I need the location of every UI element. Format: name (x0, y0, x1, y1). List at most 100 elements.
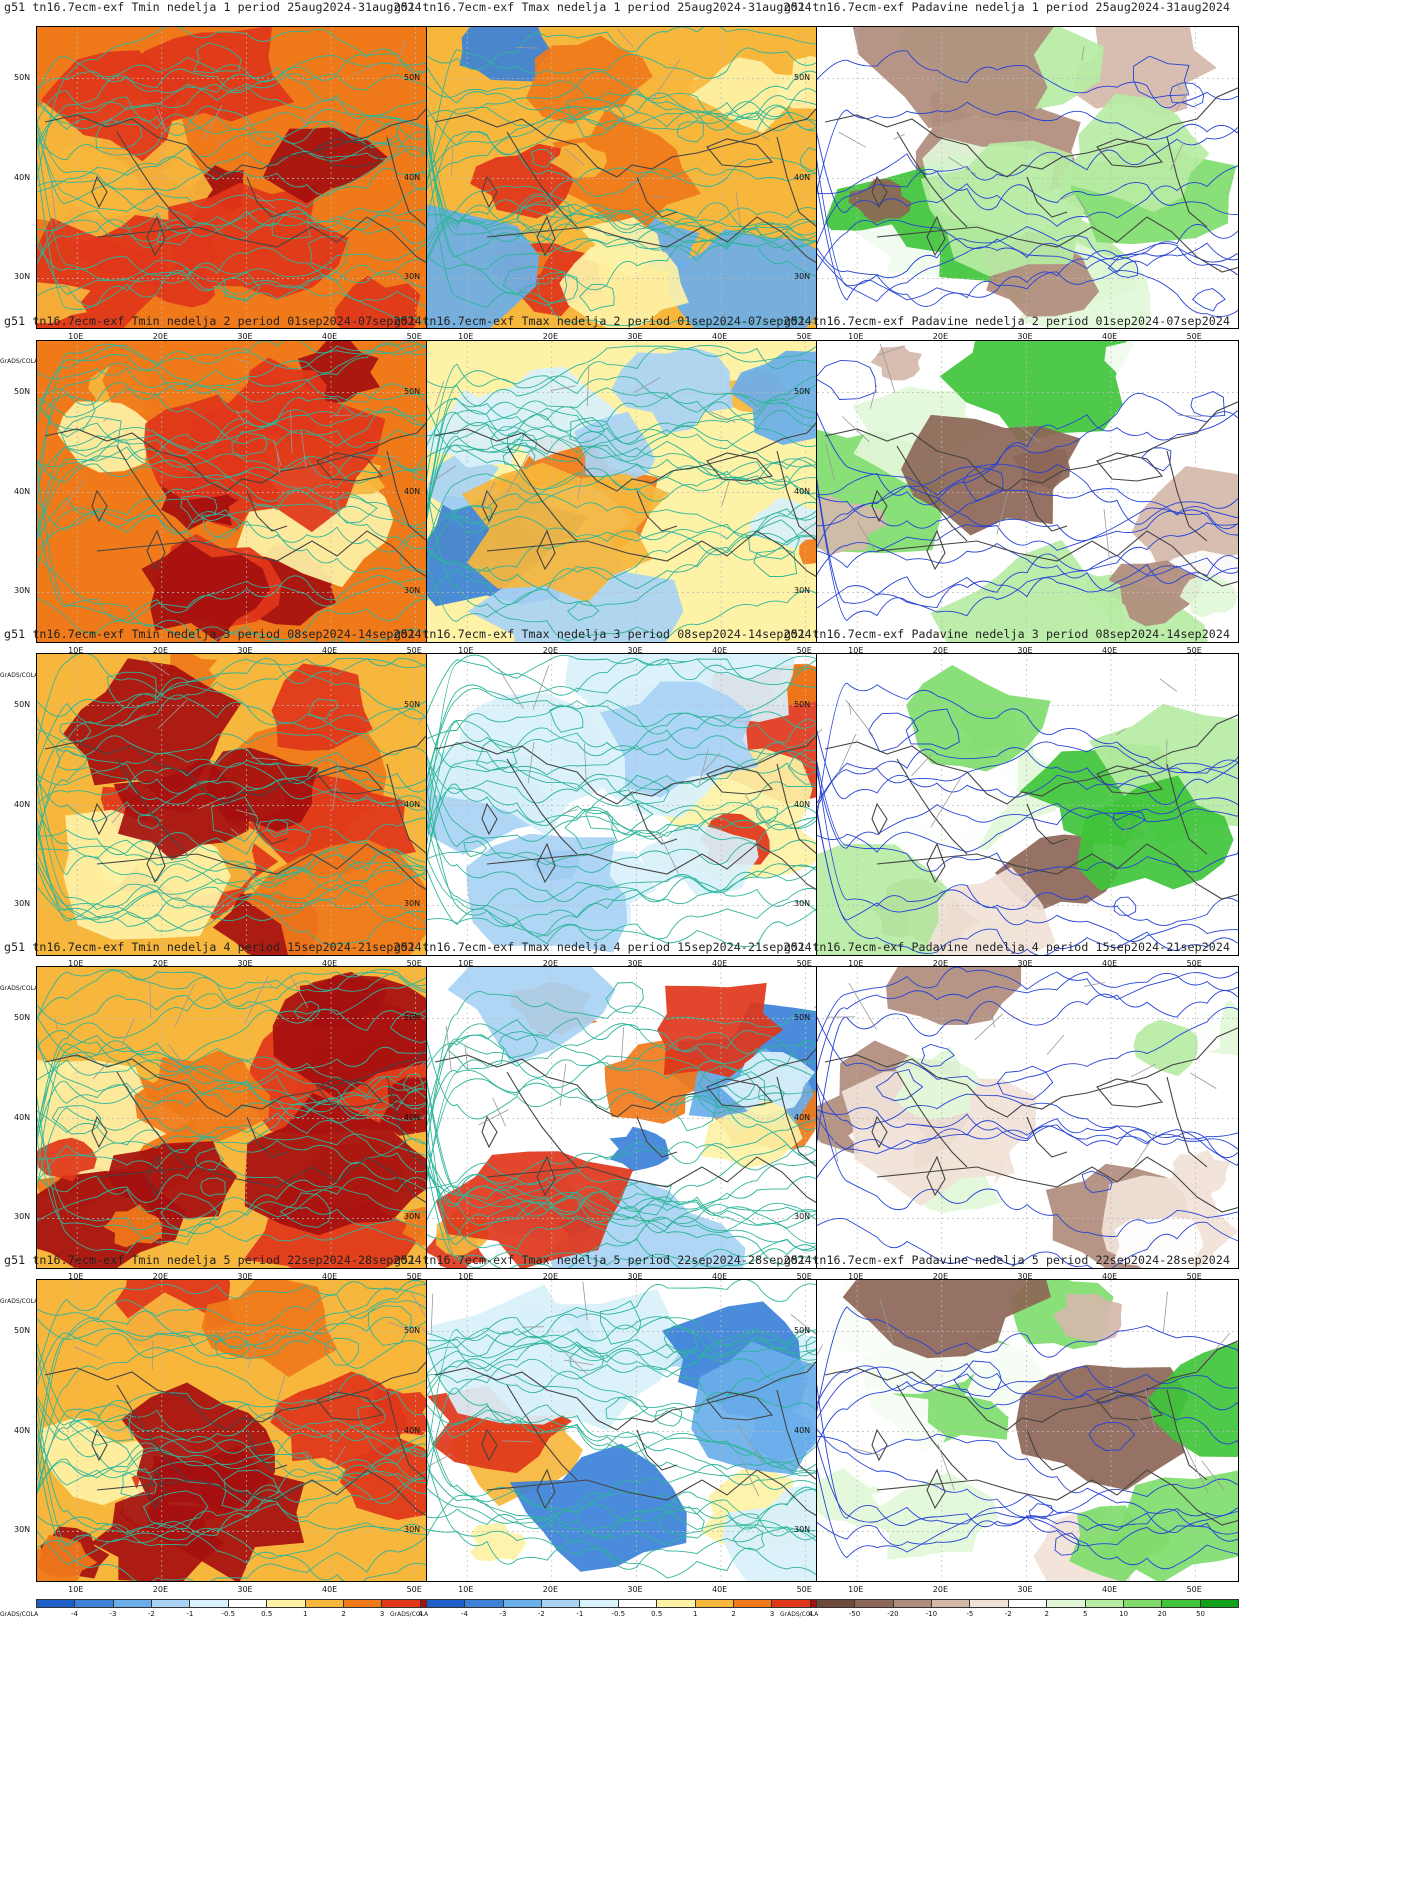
closed-contour (1133, 55, 1190, 99)
anomaly-area (427, 204, 540, 328)
precip-contour (817, 797, 1238, 853)
temperature-contour (37, 1115, 458, 1239)
temperature-contour (427, 1409, 848, 1473)
temperature-contour (427, 1358, 848, 1414)
closed-contour (156, 218, 192, 246)
temperature-contour (37, 393, 458, 460)
panel-title: g51 tn16.7ecm-exf Tmax nedelja 3 period … (394, 627, 812, 641)
coastline (246, 1429, 288, 1471)
longitude-label: 20E (932, 959, 949, 968)
coastline (876, 1156, 1238, 1213)
country-border (353, 63, 378, 76)
temperature-contour (37, 818, 458, 946)
temperature-contour (37, 1015, 458, 1096)
coastline (636, 176, 678, 218)
temperature-contour (427, 805, 848, 866)
country-border (1165, 739, 1168, 772)
coastline (96, 843, 458, 900)
country-border (996, 491, 1009, 535)
precip-contour (817, 226, 1238, 279)
country-border (550, 385, 576, 392)
temperature-contour (37, 784, 458, 932)
closed-contour (447, 1034, 505, 1070)
coastline (116, 758, 188, 855)
closed-contour (502, 442, 536, 470)
precip-contour (817, 1218, 1238, 1268)
panel-title: g51 tn16.7ecm-exf Padavine nedelja 3 per… (784, 627, 1231, 641)
colorbar-tick-label: 2 (731, 1610, 736, 1618)
coastline (316, 452, 384, 482)
latitude-label: 30N (404, 272, 421, 282)
country-border (498, 667, 524, 710)
coastline (116, 1384, 188, 1481)
longitude-label: 30E (237, 646, 253, 655)
closed-contour (44, 393, 96, 431)
temperature-contour (37, 1402, 458, 1536)
temperature-contour (427, 711, 848, 846)
latitude-label: 30N (14, 272, 31, 282)
anomaly-area (748, 1402, 813, 1457)
coastline (481, 489, 498, 523)
closed-contour (490, 426, 526, 454)
coastline (386, 136, 428, 228)
coastline (824, 1027, 1238, 1118)
closed-contour (817, 359, 877, 400)
coastline (434, 1027, 848, 1118)
colorbar-tick-label: 3 (379, 1610, 385, 1618)
closed-contour (1190, 391, 1226, 417)
longitude-label: 40E (321, 959, 338, 968)
latitude-label: 40N (404, 486, 421, 496)
temperature-contour (427, 146, 848, 326)
closed-contour (59, 721, 92, 744)
latitude-label: 50N (404, 1325, 421, 1335)
anomaly-area (599, 681, 759, 798)
coastline (1096, 452, 1164, 482)
coastline (146, 529, 166, 571)
closed-contour (617, 774, 670, 805)
closed-contour (663, 1325, 698, 1353)
temperature-contour (427, 101, 848, 156)
anomaly-area (817, 843, 956, 955)
coastline (316, 765, 384, 795)
temperature-contour (37, 96, 458, 168)
temperature-contour (37, 134, 458, 284)
longitude-label: 10E (458, 1272, 474, 1281)
temperature-contour (37, 507, 458, 569)
panel-title: g51 tn16.7ecm-exf Tmax nedelja 1 period … (394, 0, 812, 14)
latitude-label: 40N (14, 172, 31, 182)
anomaly-area (1170, 1149, 1231, 1195)
longitude-label: 40E (1101, 959, 1118, 968)
temperature-contour (37, 684, 458, 767)
coastline (91, 802, 108, 836)
country-border (911, 753, 932, 777)
colorbar-tick-label: -2 (147, 1610, 155, 1618)
anomaly-area (720, 1051, 815, 1116)
temperature-contour (37, 27, 458, 183)
coastline (706, 452, 774, 482)
precip-contour (817, 1082, 1238, 1158)
latitude-label: 40N (14, 486, 31, 496)
temperature-contour (427, 1467, 848, 1546)
country-border (417, 714, 425, 726)
latitude-label: 30N (404, 899, 421, 909)
longitude-label: 40E (711, 332, 728, 341)
temperature-contour (37, 341, 458, 475)
longitude-label: 10E (68, 1585, 84, 1594)
latitude-label: 40N (14, 1425, 31, 1435)
temperature-contour (37, 751, 458, 807)
longitude-label: 50E (406, 1585, 422, 1594)
temperature-contour (37, 382, 458, 447)
country-border (1169, 142, 1184, 171)
temperature-contour (37, 555, 458, 642)
longitude-label: 30E (1017, 646, 1033, 655)
country-border (879, 343, 896, 394)
longitude-label: 50E (406, 332, 422, 341)
panel-title: g51 tn16.7ecm-exf Tmin nedelja 5 period … (4, 1253, 422, 1267)
temperature-contour (427, 27, 848, 70)
closed-contour (68, 1403, 134, 1446)
panel-title: g51 tn16.7ecm-exf Tmin nedelja 2 period … (4, 314, 422, 328)
country-border (430, 1293, 434, 1335)
temperature-contour (427, 1019, 848, 1080)
temperature-contour (427, 756, 848, 837)
temperature-contour (427, 658, 848, 715)
